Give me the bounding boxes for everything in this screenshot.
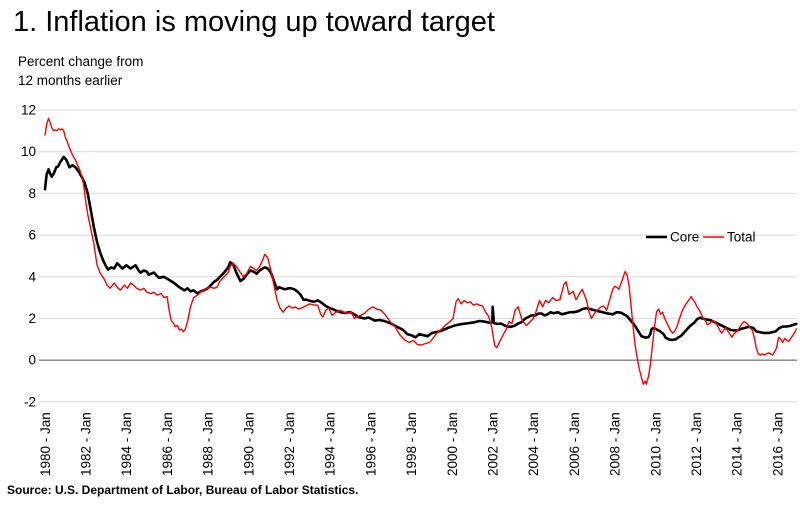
x-tick-label: 1992 - Jan xyxy=(282,412,297,476)
x-tick-label: 1988 - Jan xyxy=(201,412,216,476)
x-tick-label: 2002 - Jan xyxy=(486,412,501,476)
x-tick-label: 1994 - Jan xyxy=(323,412,338,476)
x-tick-label: 1996 - Jan xyxy=(363,412,378,476)
y-tick-label: 2 xyxy=(28,311,36,326)
x-tick-label: 1982 - Jan xyxy=(79,412,94,476)
x-tick-label: 1986 - Jan xyxy=(160,412,175,476)
legend-item-total: Total xyxy=(703,230,756,245)
y-tick-label: 12 xyxy=(21,103,36,118)
y-axis-labels: -2 0 2 4 6 8 10 12 xyxy=(21,103,37,410)
y-tick-label: 8 xyxy=(28,186,36,201)
y-tick-label: -2 xyxy=(24,394,36,409)
chart-title: 1. Inflation is moving up toward target xyxy=(13,6,495,38)
y-tick-label: 0 xyxy=(28,353,36,368)
legend-item-core: Core xyxy=(646,230,699,245)
gridlines xyxy=(39,109,797,403)
x-tick-label: 2014 - Jan xyxy=(730,412,745,476)
y-axis-note: Percent change from 12 months earlier xyxy=(18,52,143,90)
x-tick-label: 1980 - Jan xyxy=(38,412,53,476)
legend-label: Total xyxy=(727,230,756,245)
legend-label: Core xyxy=(670,230,699,245)
x-tick-label: 1990 - Jan xyxy=(241,412,256,476)
x-tick-label: 2008 - Jan xyxy=(608,412,623,476)
x-tick-label: 2012 - Jan xyxy=(689,412,704,476)
x-tick-label: 1984 - Jan xyxy=(119,412,134,476)
y-axis-note-line2: 12 months earlier xyxy=(18,73,123,88)
y-tick-label: 6 xyxy=(28,228,36,243)
x-tick-label: 2004 - Jan xyxy=(526,412,541,476)
x-tick-label: 1998 - Jan xyxy=(404,412,419,476)
x-tick-label: 2010 - Jan xyxy=(648,412,663,476)
y-tick-label: 4 xyxy=(28,269,36,284)
legend: Core Total xyxy=(646,230,756,245)
x-axis-labels: 1980 - Jan 1982 - Jan 1984 - Jan 1986 - Jan… xyxy=(38,412,786,476)
y-axis-note-line1: Percent change from xyxy=(18,54,144,69)
total-series-line xyxy=(44,117,797,385)
y-tick-label: 10 xyxy=(21,144,36,159)
source-note: Source: U.S. Department of Labor, Bureau… xyxy=(7,483,359,497)
x-tick-label: 2000 - Jan xyxy=(445,412,460,476)
x-tick-label: 2006 - Jan xyxy=(567,412,582,476)
x-tick-label: 2016 - Jan xyxy=(770,412,785,476)
core-series-line xyxy=(43,155,798,342)
